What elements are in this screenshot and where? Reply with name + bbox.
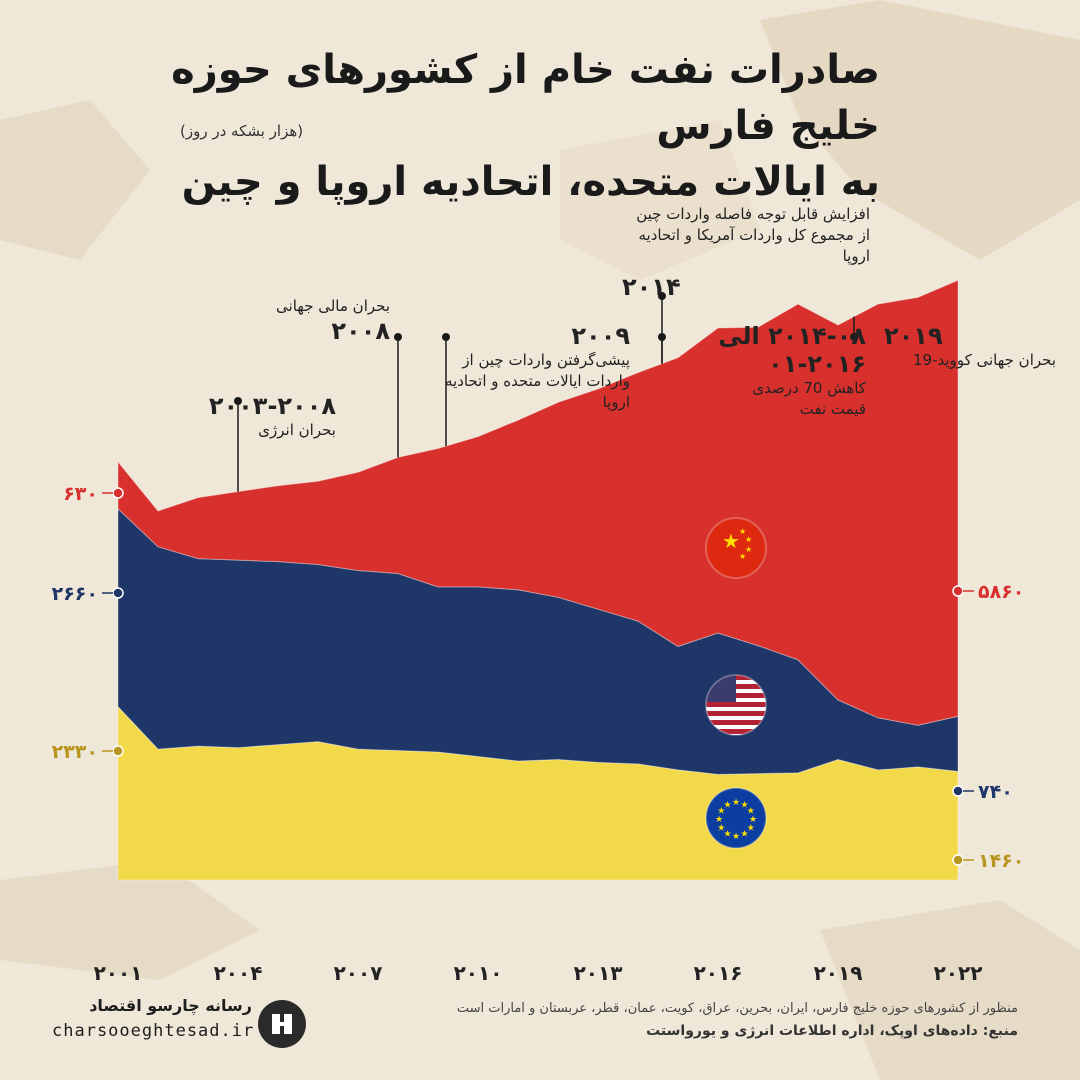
annotation-text: بحران جهانی کووید-19: [913, 351, 1056, 369]
chart-title: صادرات نفت خام از کشورهای حوزه خلیج فارس…: [120, 42, 880, 210]
x-tick-label: ۲۰۰۷: [334, 961, 383, 985]
annotation-year: ۲۰۱۴-۰۸ الی ۲۰۱۶-۰۱: [718, 322, 866, 378]
annotation-oil-price-drop: ۲۰۱۴-۰۸ الی ۲۰۱۶-۰۱ کاهش 70 درصدی قیمت ن…: [644, 322, 866, 420]
annotation-covid: ۲۰۱۹ بحران جهانی کووید-19: [884, 322, 1056, 371]
eu-star-icon: ★: [741, 830, 749, 840]
left-value-dot: [112, 587, 124, 599]
left-value-label: ۶۳۰: [63, 483, 98, 505]
eu-star-icon: ★: [749, 815, 757, 825]
title-line-1: صادرات نفت خام از کشورهای حوزه خلیج فارس: [171, 47, 880, 149]
x-tick-label: ۲۰۰۱: [94, 961, 143, 985]
eu-star-icon: ★: [732, 832, 740, 842]
annotation-marker-dot: [850, 333, 858, 341]
annotation-marker-dot: [442, 333, 450, 341]
eu-star-icon: ★: [717, 807, 725, 817]
svg-text:★: ★: [745, 545, 752, 554]
brand-url: charsooeghtesad.ir: [52, 1021, 255, 1041]
unit-subtitle: (هزار بشکه در روز): [180, 122, 304, 140]
annotation-year: ۲۰۱۴: [622, 273, 681, 301]
x-tick-label: ۲۰۱۹: [814, 961, 863, 985]
eu-star-icon: ★: [724, 830, 732, 840]
eu-star-icon: ★: [732, 798, 740, 808]
eu-star-icon: ★: [724, 800, 732, 810]
x-tick-label: ۲۰۲۲: [934, 961, 983, 985]
annotation-marker-dot: [234, 397, 242, 405]
annotation-text: بحران انرژی: [258, 421, 336, 439]
title-line-2: به ایالات متحده، اتحادیه اروپا و چین: [181, 159, 880, 205]
eu-flag-icon: ★★★★★★★★★ ★ ★★: [706, 788, 766, 848]
annotation-marker-dot: [394, 333, 402, 341]
china-flag-icon: ★ ★ ★ ★ ★: [706, 518, 766, 578]
eu-star-icon: ★: [741, 800, 749, 810]
annotation-year: ۲۰۰۳-۲۰۰۸: [208, 392, 336, 420]
annotation-marker-dot: [658, 292, 666, 300]
right-value-dot: [952, 854, 964, 866]
annotation-year: ۲۰۰۹: [571, 322, 630, 350]
left-value-label: ۲۶۶۰: [52, 583, 98, 605]
area-series-china: [117, 279, 959, 726]
annotation-gap-increase: افزایش قابل توجه فاصله واردات چین از مجم…: [622, 204, 870, 301]
brand-block: رسانه چارسو اقتصاد charsooeghtesad.ir: [52, 996, 255, 1041]
svg-text:★: ★: [739, 527, 746, 536]
x-tick-label: ۲۰۱۰: [454, 961, 503, 985]
svg-text:★: ★: [722, 529, 740, 553]
annotation-year: ۲۰۱۹: [884, 322, 943, 350]
right-value-label: ۱۴۶۰: [978, 850, 1024, 872]
footer-source: منبع: داده‌های اوپک، اداره اطلاعات انرژی…: [646, 1023, 1018, 1039]
right-value-dot: [952, 585, 964, 597]
svg-text:★: ★: [745, 535, 752, 544]
eu-star-icon: ★: [747, 807, 755, 817]
right-value-label: ۷۴۰: [978, 781, 1013, 803]
left-value-dot: [112, 745, 124, 757]
annotation-text: افزایش قابل توجه فاصله واردات چین از مجم…: [636, 205, 870, 265]
annotation-text: پیشی‌گرفتن واردات چین از واردات ایالات م…: [445, 351, 630, 411]
usa-flag-icon: [706, 675, 766, 735]
x-tick-label: ۲۰۰۴: [214, 961, 263, 985]
brand-logo-icon: [258, 1000, 306, 1048]
eu-star-icon: ★: [715, 815, 723, 825]
annotation-text: بحران مالی جهانی: [276, 297, 390, 315]
left-value-dot: [112, 487, 124, 499]
right-value-label: ۵۸۶۰: [978, 581, 1024, 603]
footer-note: منظور از کشورهای حوزه خلیج فارس، ایران، …: [456, 1001, 1018, 1016]
x-tick-label: ۲۰۱۳: [574, 961, 623, 985]
left-value-label: ۲۳۳۰: [52, 741, 98, 763]
eu-star-icon: ★: [717, 824, 725, 834]
eu-star-icon: ★: [747, 824, 755, 834]
annotation-energy-crisis: ۲۰۰۳-۲۰۰۸ بحران انرژی: [206, 392, 336, 441]
x-tick-label: ۲۰۱۶: [694, 961, 743, 985]
annotation-china-overtakes: ۲۰۰۹ پیشی‌گرفتن واردات چین از واردات ایا…: [444, 322, 630, 413]
right-value-dot: [952, 785, 964, 797]
annotation-year: ۲۰۰۸: [331, 317, 390, 345]
annotation-text: کاهش 70 درصدی قیمت نفت: [752, 379, 866, 418]
annotation-financial-crisis: بحران مالی جهانی ۲۰۰۸: [262, 296, 390, 345]
brand-name: رسانه چارسو اقتصاد: [89, 996, 252, 1015]
svg-text:★: ★: [739, 552, 746, 561]
